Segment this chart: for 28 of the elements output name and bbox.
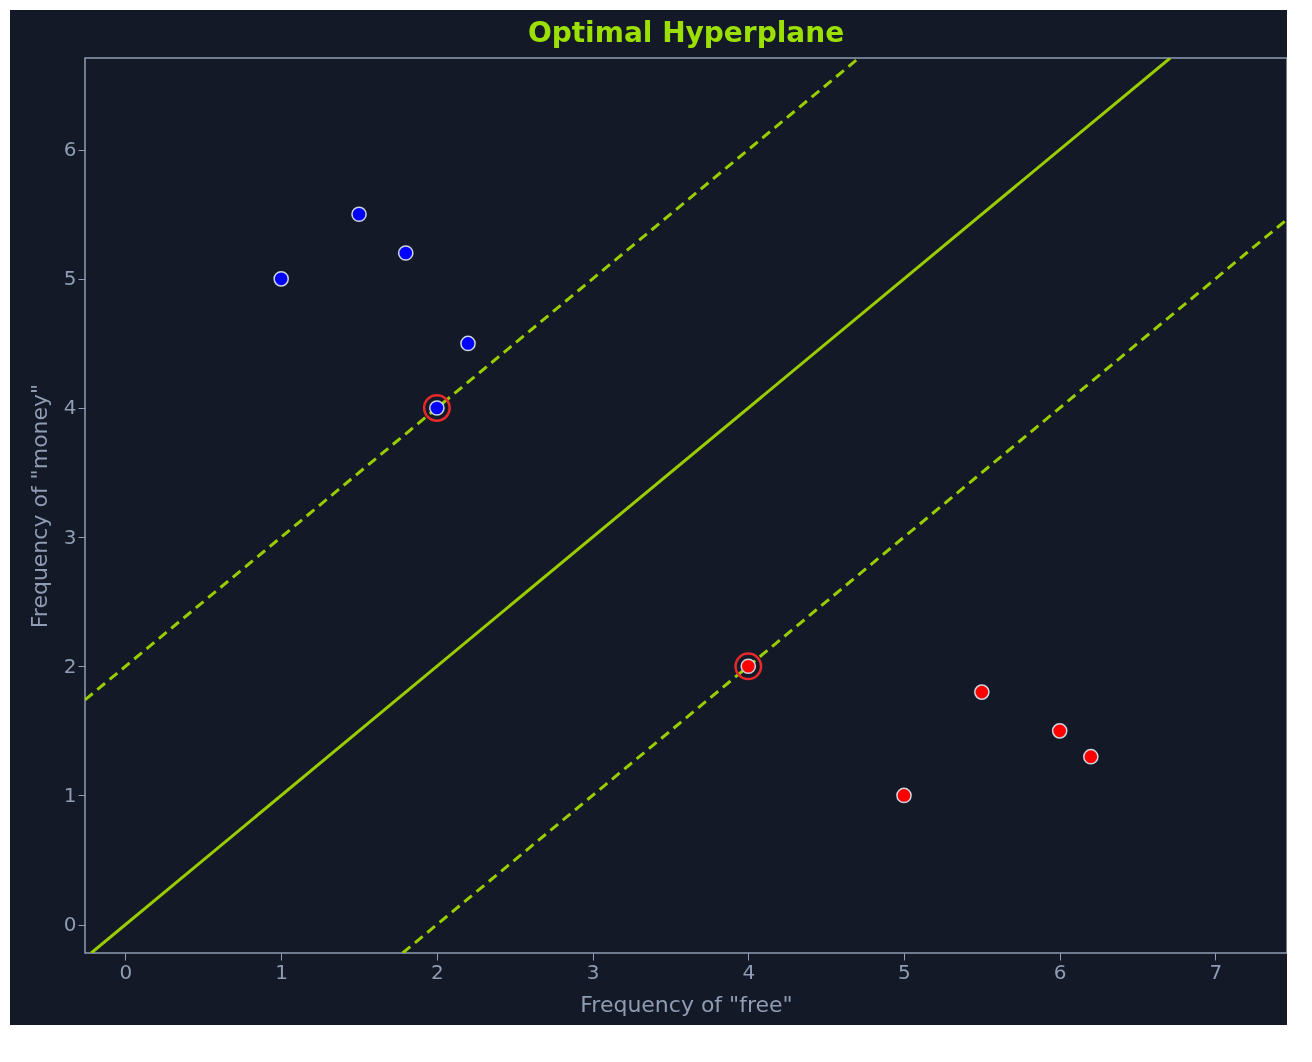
y-tick-label: 5 bbox=[63, 266, 77, 291]
point bbox=[734, 652, 763, 681]
y-tick-label: 4 bbox=[63, 395, 77, 420]
x-tick-label: 0 bbox=[119, 959, 133, 984]
x-axis-title: Frequency of "free" bbox=[580, 991, 793, 1017]
x-tick-label: 5 bbox=[898, 959, 911, 984]
x-tick-label: 6 bbox=[1053, 959, 1067, 984]
point bbox=[974, 684, 990, 700]
point bbox=[422, 394, 451, 422]
y-tick-label: 3 bbox=[63, 524, 77, 549]
x-tick-label: 3 bbox=[586, 959, 600, 984]
x-tick-label: 2 bbox=[431, 959, 444, 984]
point bbox=[397, 245, 414, 261]
point bbox=[896, 787, 912, 804]
chart-title: Optimal Hyperplane bbox=[527, 16, 845, 49]
x-tick-label: 7 bbox=[1209, 959, 1223, 984]
y-tick-label: 0 bbox=[63, 912, 77, 937]
y-tick-label: 2 bbox=[63, 653, 77, 678]
point bbox=[351, 206, 367, 223]
y-axis-title: Frequency of "money" bbox=[26, 383, 52, 629]
point bbox=[1051, 723, 1068, 739]
y-tick-label: 6 bbox=[63, 137, 77, 162]
point bbox=[273, 271, 289, 287]
x-tick-label: 1 bbox=[275, 959, 289, 984]
point bbox=[460, 335, 476, 352]
x-tick-label: 4 bbox=[742, 959, 756, 984]
y-tick-label: 1 bbox=[63, 782, 77, 807]
point bbox=[1083, 748, 1099, 765]
